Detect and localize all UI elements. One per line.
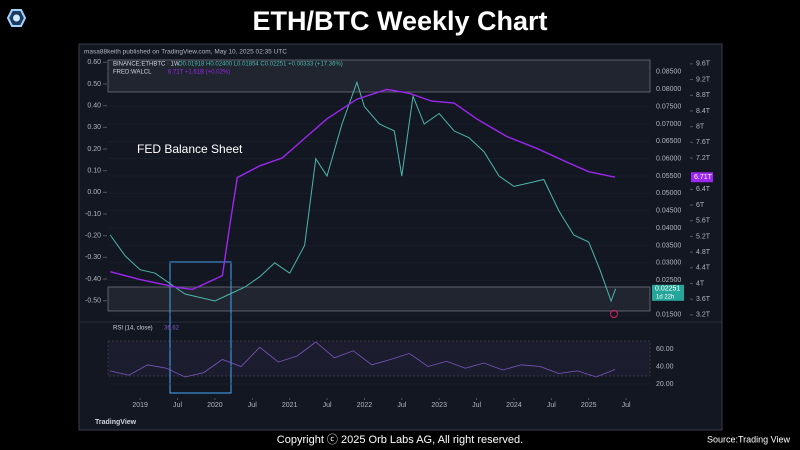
y3-tick-label: 8.4T xyxy=(696,108,711,115)
x-tick-label: 2025 xyxy=(581,402,597,409)
rsi-tick-label: 20.00 xyxy=(656,381,674,388)
y-tick-label: 0.50 xyxy=(87,81,101,88)
y-tick-label: 0.60 xyxy=(87,59,101,66)
chart-header: masa88keith published on TradingView.com… xyxy=(84,49,287,56)
y2-tick-label: 0.04000 xyxy=(656,225,681,232)
resistance-zone xyxy=(107,59,651,93)
countdown: 1d 22h xyxy=(656,294,674,300)
highlight-box xyxy=(169,261,232,394)
y-tick-label: -0.50 xyxy=(85,298,101,305)
source: Source:Trading View xyxy=(707,434,791,444)
y2-tick-label: 0.06500 xyxy=(656,138,681,145)
y3-tick-label: 6T xyxy=(696,202,705,209)
legend-values: O0.01918 H0.02400 L0.01854 C0.02251 +0.0… xyxy=(178,62,343,68)
y-tick-label: -0.40 xyxy=(85,276,101,283)
y-tick-label: -0.20 xyxy=(85,233,101,240)
y3-tick-label: 8T xyxy=(696,123,705,130)
y3-tick-label: 6.4T xyxy=(696,186,711,193)
y2-tick-label: 0.05500 xyxy=(656,173,681,180)
brand: TradingView xyxy=(95,419,137,426)
y2-tick-label: 0.03500 xyxy=(656,242,681,249)
x-tick-label: Jul xyxy=(472,402,481,409)
legend-name: BINANCE:ETHBTC · 1W xyxy=(113,62,180,68)
marker xyxy=(610,310,618,318)
y2-tick-label: 0.08500 xyxy=(656,69,681,76)
y3-tick-label: 9.6T xyxy=(696,61,711,68)
page-title: ETH/BTC Weekly Chart xyxy=(252,6,547,36)
y-tick-label: 0.20 xyxy=(87,146,101,153)
logo-dot xyxy=(13,14,20,22)
y3-tick-label: 4.8T xyxy=(696,249,711,256)
legend-values: 6.71T +1.61B (+0.02%) xyxy=(168,70,230,76)
y3-tick-label: 8.8T xyxy=(696,92,711,99)
fed-tag xyxy=(691,172,713,183)
copyright: Copyright ⓒ 2025 Orb Labs AG, All right … xyxy=(277,433,523,446)
y-tick-label: 0.40 xyxy=(87,103,101,110)
series-line xyxy=(110,341,616,378)
x-tick-label: Jul xyxy=(248,402,257,409)
legend-name: FRED:WALCL xyxy=(113,70,152,76)
fed-tag-label: 6.71T xyxy=(694,174,713,181)
y-tick-label: -0.30 xyxy=(85,254,101,261)
x-tick-label: Jul xyxy=(622,402,631,409)
x-tick-label: 2021 xyxy=(282,402,298,409)
y3-tick-label: 5.6T xyxy=(696,218,711,225)
y3-tick-label: 4T xyxy=(696,280,705,287)
chart-panel xyxy=(78,43,723,431)
y3-tick-label: 9.2T xyxy=(696,76,711,83)
y2-tick-label: 0.06000 xyxy=(656,156,681,163)
y2-tick-label: 0.05000 xyxy=(656,190,681,197)
rsi-band xyxy=(107,340,651,377)
price-tag-label: 0.02251 xyxy=(655,286,680,293)
y2-tick-label: 0.03000 xyxy=(656,260,681,267)
x-tick-label: 2022 xyxy=(357,402,373,409)
x-tick-label: Jul xyxy=(173,402,182,409)
price-tag xyxy=(652,284,684,301)
x-tick-label: 2024 xyxy=(506,402,522,409)
x-tick-label: 2020 xyxy=(207,402,223,409)
y2-tick-label: 0.07500 xyxy=(656,103,681,110)
y-tick-label: 0.30 xyxy=(87,124,101,131)
x-tick-label: Jul xyxy=(323,402,332,409)
rsi-legend: RSI (14, close) xyxy=(113,326,153,332)
rsi-tick-label: 40.00 xyxy=(656,363,674,370)
y-tick-label: -0.10 xyxy=(85,211,101,218)
y3-tick-label: 3.6T xyxy=(696,296,711,303)
y3-tick-label: 5.2T xyxy=(696,233,711,240)
rsi-last: 36.62 xyxy=(164,326,180,332)
y2-tick-label: 0.02500 xyxy=(656,277,681,284)
y2-tick-label: 0.04500 xyxy=(656,208,681,215)
y-tick-label: 0.10 xyxy=(87,168,101,175)
y3-tick-label: 4.4T xyxy=(696,265,711,272)
y3-tick-label: 7.2T xyxy=(696,155,711,162)
series-line xyxy=(110,88,616,291)
y2-tick-label: 0.01500 xyxy=(656,312,681,319)
x-tick-label: 2019 xyxy=(132,402,148,409)
series-line xyxy=(109,80,617,303)
y2-tick-label: 0.08000 xyxy=(656,86,681,93)
support-zone xyxy=(107,286,651,312)
y-tick-label: 0.00 xyxy=(87,189,101,196)
annotation: FED Balance Sheet xyxy=(137,142,243,156)
y3-tick-label: 3.2T xyxy=(696,312,711,319)
y2-tick-label: 0.07000 xyxy=(656,121,681,128)
rsi-tick-label: 60.00 xyxy=(656,346,674,353)
x-tick-label: 2023 xyxy=(431,402,447,409)
x-tick-label: Jul xyxy=(547,402,556,409)
y3-tick-label: 7.6T xyxy=(696,139,711,146)
x-tick-label: Jul xyxy=(397,402,406,409)
